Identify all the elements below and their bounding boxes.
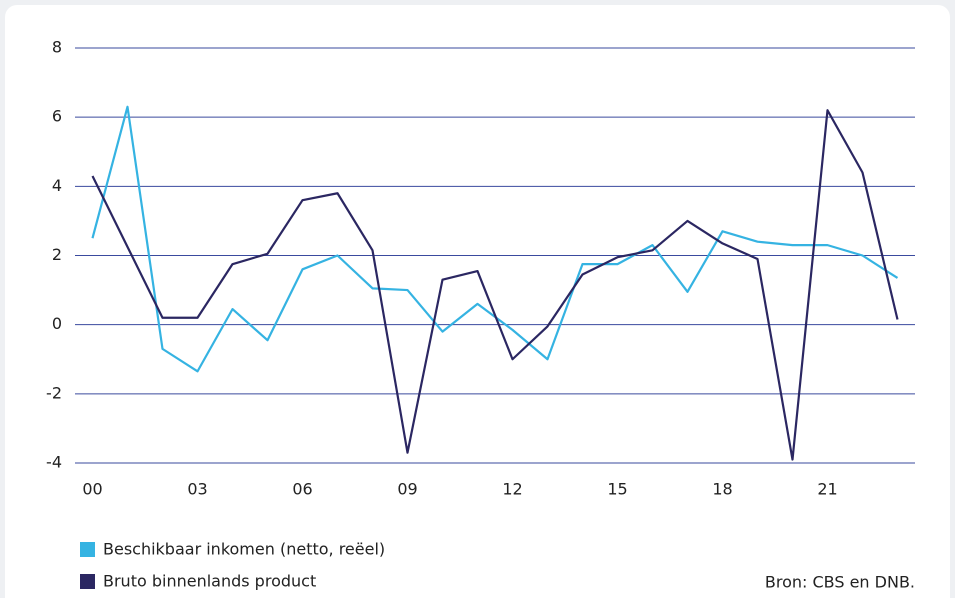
series-line <box>91 109 899 461</box>
legend-swatch <box>80 574 95 589</box>
source: Bron: CBS en DNB. <box>765 573 915 592</box>
y-tick-label: 2 <box>52 245 62 264</box>
y-tick-label: -2 <box>46 383 62 402</box>
y-tick-label: 8 <box>52 38 62 57</box>
x-tick-label: 06 <box>292 480 312 499</box>
x-tick-label: 15 <box>607 480 627 499</box>
x-tick-label: 21 <box>817 480 837 499</box>
x-tick-label: 00 <box>82 480 102 499</box>
legend-label: Bruto binnenlands product <box>103 572 316 591</box>
card <box>5 5 950 598</box>
x-tick-label: 18 <box>712 480 732 499</box>
y-tick-label: -4 <box>46 453 62 472</box>
x-tick-label: 09 <box>397 480 417 499</box>
y-tick-label: 4 <box>52 176 62 195</box>
legend-swatch <box>80 542 95 557</box>
legend-label: Beschikbaar inkomen (netto, reëel) <box>103 540 385 559</box>
x-tick-label: 03 <box>187 480 207 499</box>
y-tick-label: 6 <box>52 107 62 126</box>
x-tick-label: 12 <box>502 480 522 499</box>
y-tick-label: 0 <box>52 314 62 333</box>
